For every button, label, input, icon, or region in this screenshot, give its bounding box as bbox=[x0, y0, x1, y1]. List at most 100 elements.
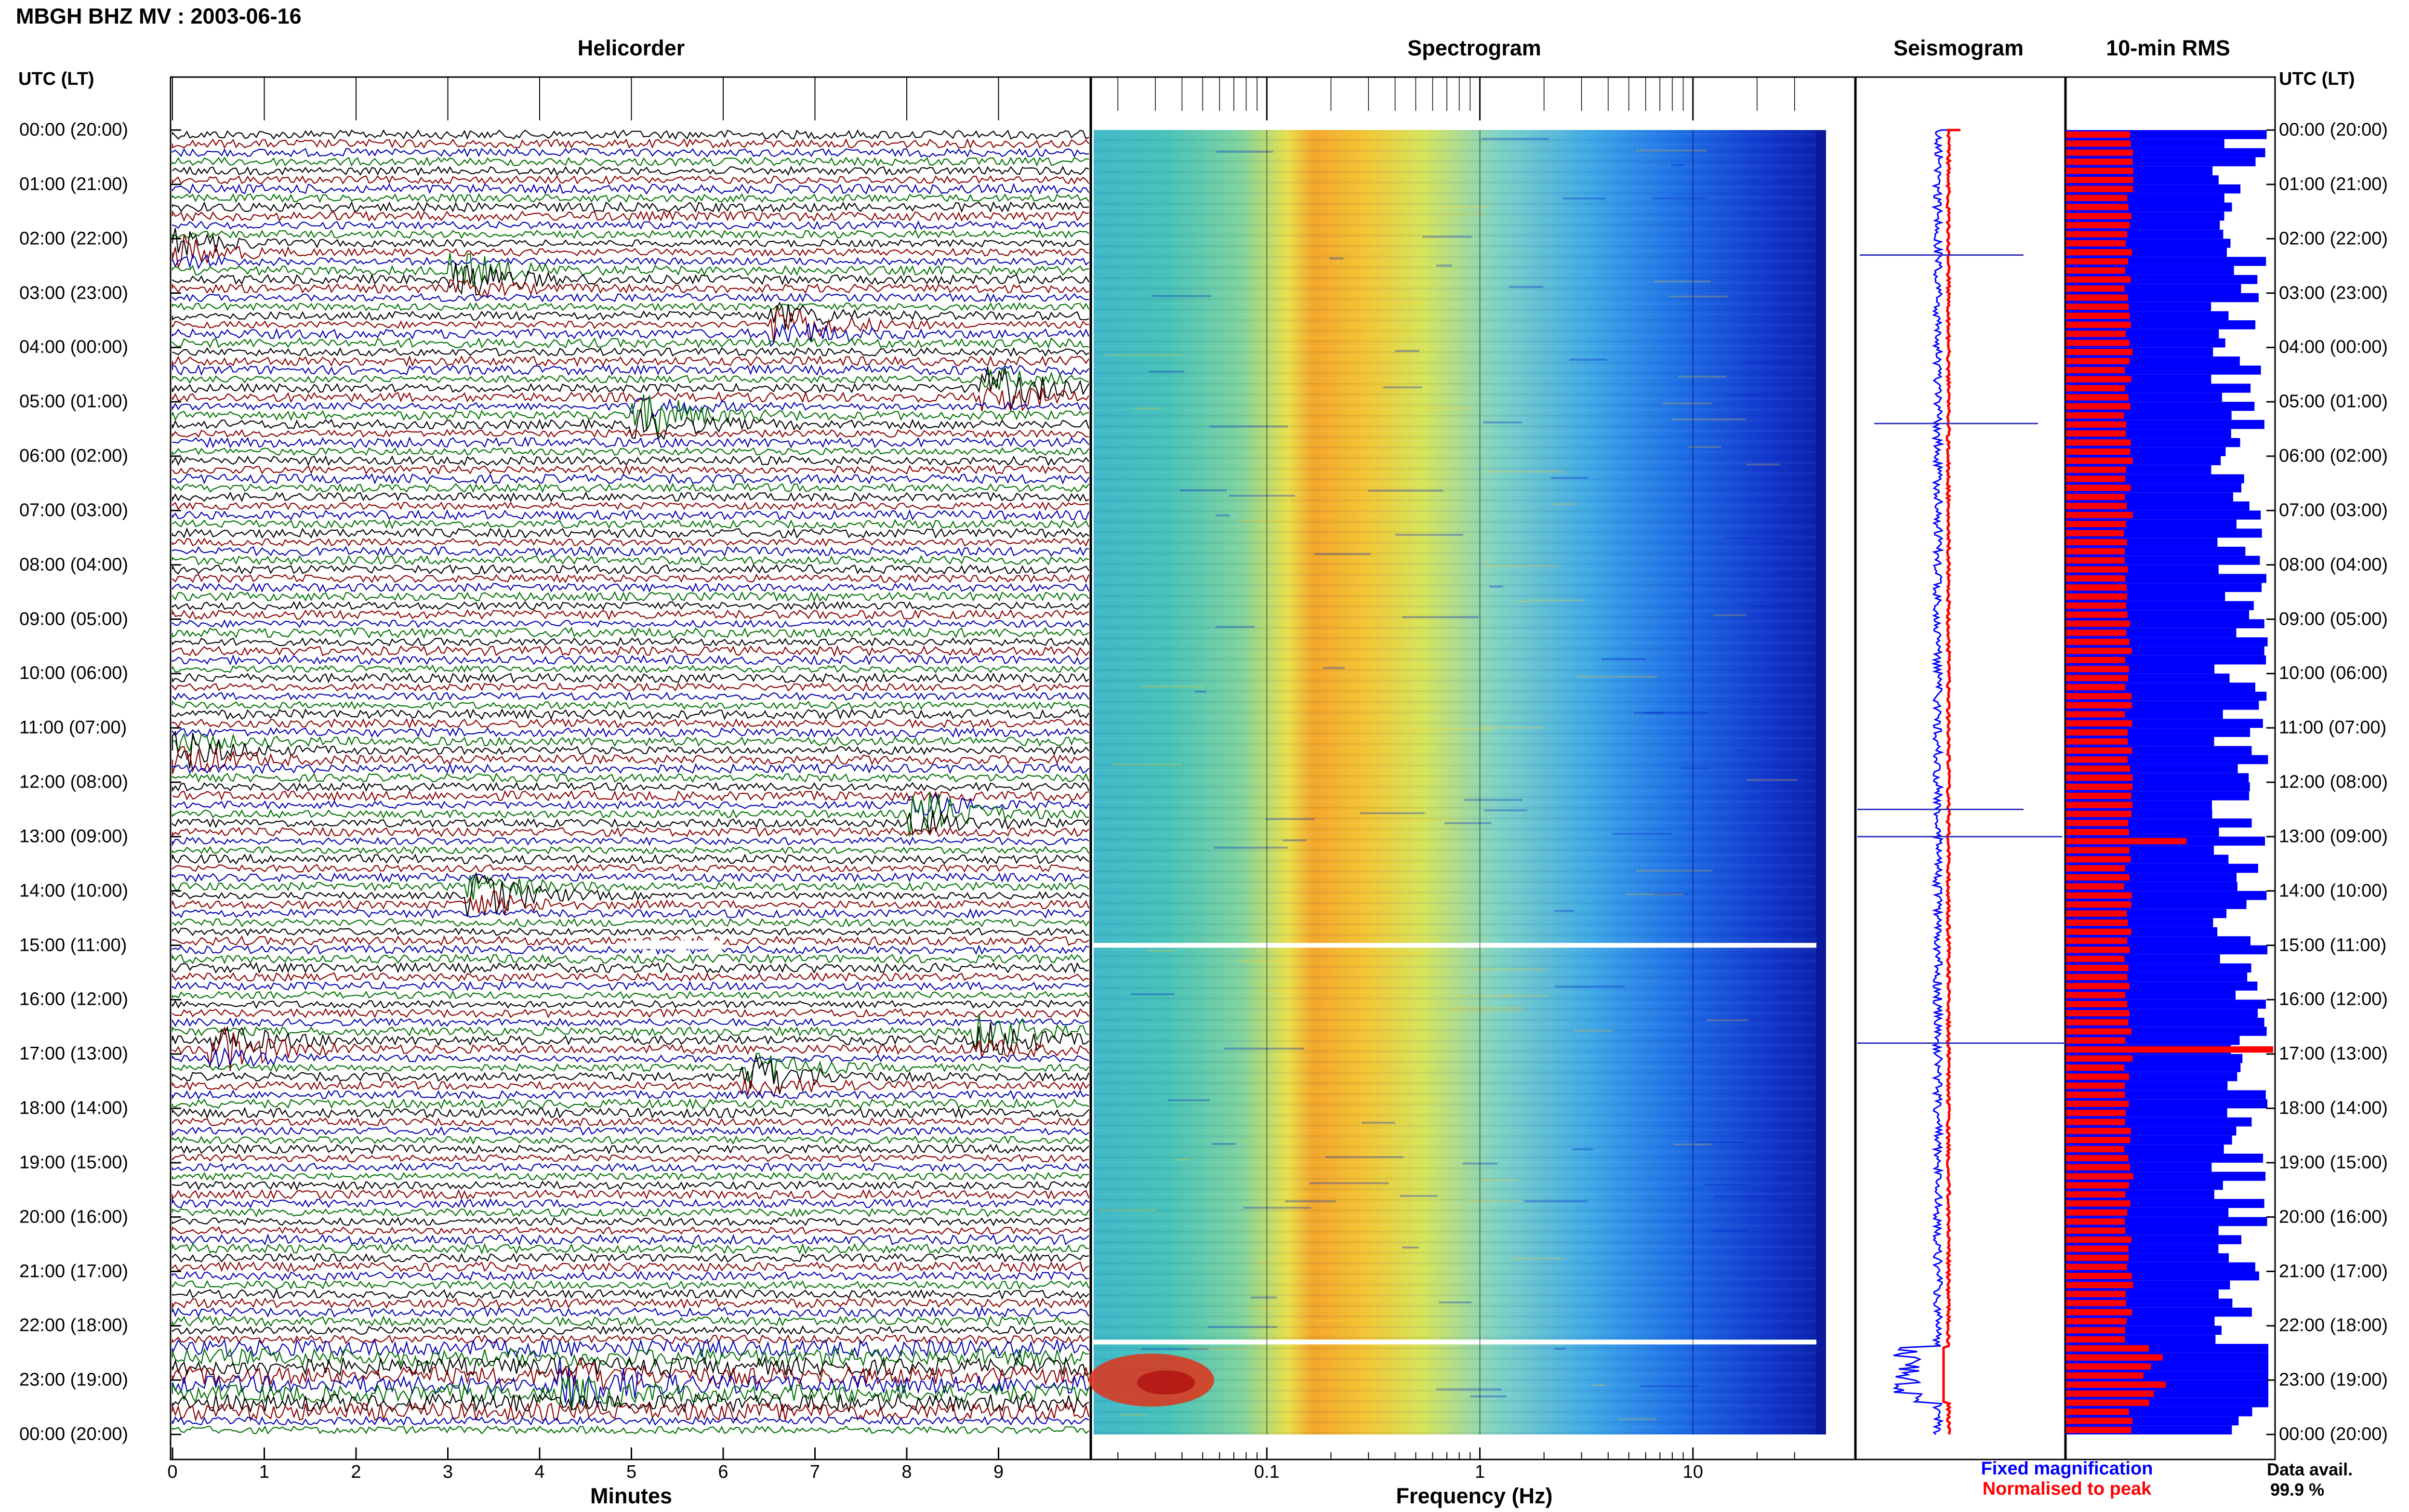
rms-normalised-bar bbox=[2066, 1091, 2125, 1098]
helicorder-trace bbox=[172, 846, 1089, 855]
helicorder-trace bbox=[172, 1334, 1089, 1345]
minute-tick-label: 4 bbox=[534, 1462, 545, 1482]
spectrogram-streak bbox=[1747, 779, 1797, 781]
frequency-tick-label: 10 bbox=[1682, 1462, 1703, 1482]
helicorder-trace bbox=[172, 491, 1089, 502]
rms-normalised-bar bbox=[2066, 1073, 2130, 1080]
rms-normalised-bar bbox=[2066, 828, 2129, 836]
rms-normalised-bar bbox=[2066, 611, 2128, 618]
helicorder-trace bbox=[172, 961, 1089, 974]
spectrogram-streak bbox=[1517, 600, 1530, 603]
spectrogram-streak bbox=[1316, 1320, 1347, 1322]
helicorder-trace bbox=[172, 927, 1089, 936]
helicorder-trace bbox=[172, 700, 1089, 710]
spectrogram-streak bbox=[1259, 989, 1295, 992]
rms-normalised-bar bbox=[2066, 1218, 2125, 1225]
helicorder-trace bbox=[172, 875, 1089, 900]
helicorder-trace bbox=[172, 1078, 1089, 1098]
spectrogram-streak bbox=[1292, 337, 1368, 340]
helicorder-trace bbox=[172, 263, 1089, 296]
time-label-right: 16:00 (12:00) bbox=[2279, 989, 2388, 1010]
spectrogram-streak bbox=[1671, 164, 1685, 166]
spectrogram-streak bbox=[1511, 1258, 1564, 1260]
helicorder-trace bbox=[172, 1226, 1089, 1235]
spectrogram-streak bbox=[1314, 553, 1371, 555]
time-label-left: 08:00 (04:00) bbox=[19, 554, 129, 575]
spectrogram-streak bbox=[1618, 1418, 1657, 1420]
spectrogram-streak bbox=[1402, 616, 1479, 618]
rms-normalised-bar bbox=[2066, 775, 2133, 781]
helicorder-trace bbox=[172, 1393, 1089, 1414]
spectrogram-streak bbox=[1602, 658, 1646, 660]
spectrogram-streak bbox=[1329, 257, 1344, 260]
helicorder-trace bbox=[172, 1197, 1089, 1209]
helicorder-trace bbox=[172, 1008, 1089, 1019]
time-label-left: 11:00 (07:00) bbox=[19, 717, 127, 738]
helicorder-trace bbox=[172, 183, 1089, 195]
spectrogram-streak bbox=[1562, 197, 1606, 200]
spectrogram-streak bbox=[1215, 514, 1230, 517]
rms-normalised-bar bbox=[2066, 992, 2125, 999]
panel-frame-2 bbox=[1855, 76, 2066, 1460]
spectrogram-streak bbox=[1258, 1262, 1271, 1264]
rms-normalised-bar bbox=[2066, 1236, 2131, 1243]
minute-tick-label: 7 bbox=[809, 1462, 821, 1482]
rms-normalised-bar bbox=[2066, 937, 2128, 944]
helicorder-trace bbox=[172, 355, 1089, 367]
helicorder-trace bbox=[172, 1306, 1089, 1318]
helicorder-trace bbox=[172, 482, 1089, 493]
helicorder-trace bbox=[172, 1356, 1090, 1391]
rms-normalised-bar bbox=[2066, 738, 2128, 745]
helicorder-trace bbox=[172, 981, 1089, 991]
time-label-left: 21:00 (17:00) bbox=[19, 1261, 129, 1281]
rms-normalised-bar bbox=[2066, 195, 2128, 201]
rms-normalised-bar bbox=[2066, 1318, 2127, 1325]
rms-normalised-bar bbox=[2066, 838, 2186, 844]
seismogram-fixed-trace bbox=[1892, 129, 1960, 1435]
rms-normalised-bar bbox=[2066, 973, 2128, 980]
rms-normalised-bar bbox=[2066, 312, 2130, 319]
spectrogram-streak bbox=[1652, 197, 1707, 199]
spectrogram-streak bbox=[1367, 382, 1391, 385]
spectrogram-streak bbox=[1654, 280, 1711, 283]
rms-normalised-bar bbox=[2066, 666, 2129, 672]
spectrogram-streak bbox=[1383, 386, 1422, 389]
spectrogram-streak bbox=[1422, 236, 1472, 238]
rms-normalised-bar bbox=[2066, 856, 2131, 863]
spectrogram-streak bbox=[1470, 1395, 1507, 1397]
minute-tick-label: 0 bbox=[167, 1462, 178, 1482]
time-label-left: 01:00 (21:00) bbox=[19, 174, 129, 195]
spectrogram-streak bbox=[1189, 1348, 1251, 1350]
spectrogram-streak bbox=[1282, 839, 1307, 841]
rms-normalised-bar bbox=[2066, 865, 2125, 872]
spectrogram-streak bbox=[1484, 470, 1564, 473]
helicorder-trace bbox=[172, 519, 1089, 530]
helicorder-trace bbox=[172, 546, 1089, 557]
spectrogram-edge bbox=[1816, 130, 1826, 1434]
seismogram-normalised-trace bbox=[1942, 129, 1960, 1435]
minute-tick-label: 5 bbox=[626, 1462, 637, 1482]
rms-normalised-bar bbox=[2066, 1399, 2149, 1406]
spectrogram-streak bbox=[1501, 995, 1549, 997]
rms-normalised-bar bbox=[2066, 140, 2131, 147]
seismogram-trace bbox=[1857, 129, 2065, 1435]
time-label-right: 12:00 (08:00) bbox=[2279, 772, 2388, 792]
spectrogram-gap bbox=[1094, 1340, 1828, 1345]
spectrogram-streak bbox=[1224, 1047, 1304, 1050]
rms-normalised-bar bbox=[2066, 557, 2125, 564]
rms-normalised-bar bbox=[2066, 1381, 2166, 1388]
frequency-axis-label: Frequency (Hz) bbox=[1396, 1484, 1553, 1508]
helicorder-trace bbox=[172, 1144, 1089, 1155]
rms-normalised-bar bbox=[2066, 1109, 2126, 1116]
spectrogram-event-core bbox=[1137, 1370, 1195, 1395]
minute-tick-label: 3 bbox=[442, 1462, 453, 1482]
rms-normalised-bar bbox=[2066, 1427, 2131, 1433]
spectrogram-streak bbox=[1668, 295, 1728, 298]
spectrogram-streak bbox=[1209, 425, 1288, 428]
helicorder-trace bbox=[172, 727, 1089, 738]
spectrogram-streak bbox=[1714, 1196, 1777, 1198]
spectrogram-streak bbox=[1443, 213, 1484, 215]
rms-normalised-bar bbox=[2066, 1390, 2154, 1397]
helicorder-trace bbox=[172, 429, 1089, 438]
